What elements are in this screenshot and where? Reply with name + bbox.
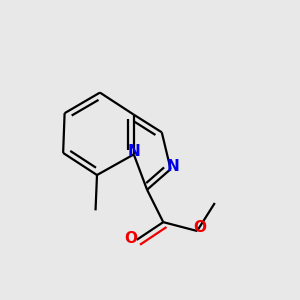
Text: O: O — [194, 220, 207, 235]
Text: O: O — [124, 231, 137, 246]
Text: N: N — [167, 159, 179, 174]
Text: N: N — [128, 144, 140, 159]
